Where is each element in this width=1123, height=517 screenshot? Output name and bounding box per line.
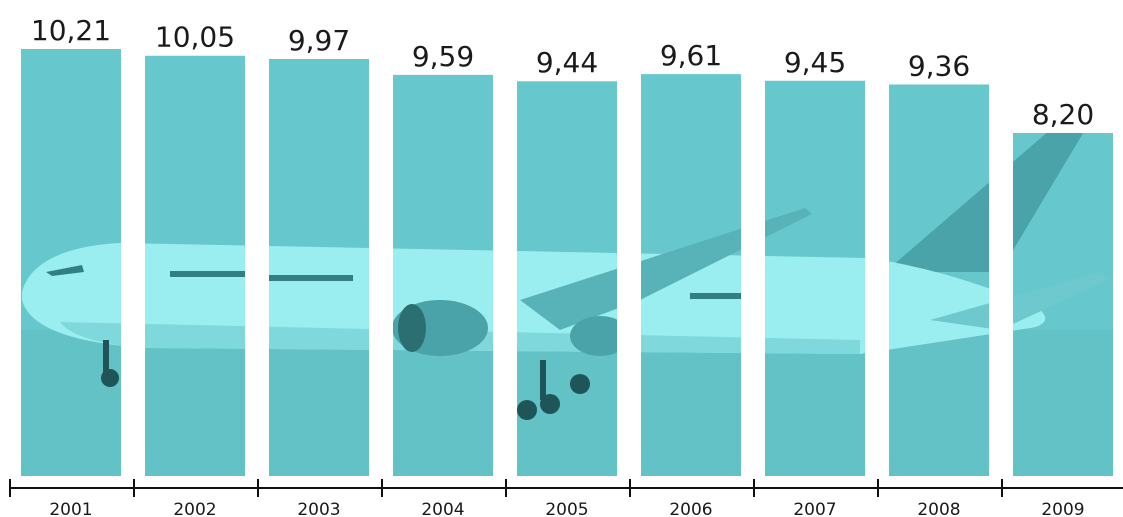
value-label-2004: 9,59 — [412, 40, 474, 73]
value-label-2005: 9,44 — [536, 46, 598, 79]
value-label-2007: 9,45 — [784, 46, 846, 79]
tick-label-2006: 2006 — [669, 500, 712, 517]
x-axis: 2001 2002 2003 2004 2005 2006 2007 2008 2009 — [9, 479, 1123, 517]
tick-label-2009: 2009 — [1041, 500, 1084, 517]
value-label-2009: 8,20 — [1032, 98, 1094, 131]
tick-label-2007: 2007 — [793, 500, 836, 517]
tick-label-2008: 2008 — [917, 500, 960, 517]
tick-label-2003: 2003 — [297, 500, 340, 517]
value-label-2006: 9,61 — [660, 39, 722, 72]
tick-label-2001: 2001 — [49, 500, 92, 517]
value-label-2008: 9,36 — [908, 50, 970, 83]
tick-label-2002: 2002 — [173, 500, 216, 517]
tick-label-2004: 2004 — [421, 500, 464, 517]
tick-label-2005: 2005 — [545, 500, 588, 517]
value-label-2003: 9,97 — [288, 24, 350, 57]
value-label-2001: 10,21 — [31, 14, 111, 47]
value-label-2002: 10,05 — [155, 21, 235, 54]
